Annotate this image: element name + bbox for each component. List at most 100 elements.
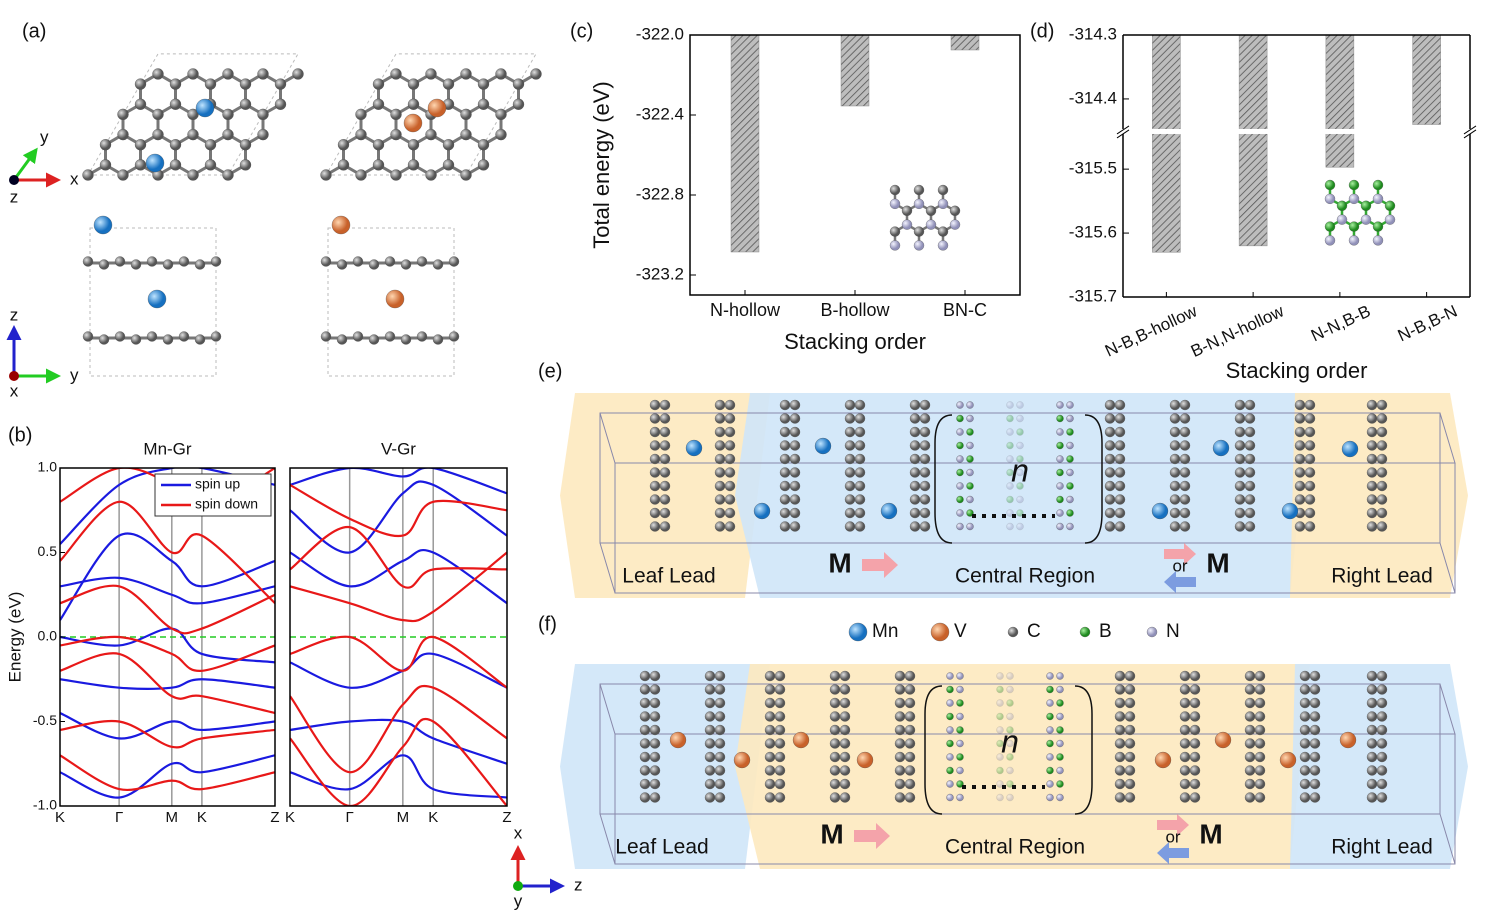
atom	[1124, 684, 1136, 695]
atom	[1244, 440, 1256, 451]
atom	[1309, 751, 1321, 763]
atom	[909, 480, 921, 492]
atom	[1006, 468, 1014, 477]
atom	[1294, 480, 1306, 492]
atom	[93, 215, 113, 235]
atom	[239, 139, 252, 151]
atom	[894, 697, 906, 709]
y-tick-label: -315.6	[1069, 223, 1117, 242]
atom	[1114, 413, 1126, 424]
atom	[904, 724, 916, 736]
atom	[1366, 670, 1378, 682]
y-axis-label: Energy (eV)	[5, 592, 24, 683]
atom	[1006, 428, 1014, 436]
lead-label: Right Lead	[1331, 836, 1433, 859]
atom	[714, 480, 726, 492]
atom	[99, 139, 112, 151]
band-line	[290, 551, 507, 623]
atom	[1169, 494, 1181, 505]
atom	[956, 495, 964, 504]
axis-label: x	[10, 381, 19, 400]
x-tick-label: M	[397, 809, 410, 826]
atom	[839, 751, 851, 763]
atom	[1179, 751, 1191, 763]
atom	[996, 753, 1004, 761]
atom	[1179, 792, 1191, 803]
atom	[1234, 521, 1246, 532]
region	[735, 393, 1310, 598]
atom	[1366, 399, 1378, 411]
axis-label: y	[514, 891, 523, 910]
atom	[1189, 765, 1201, 776]
atom	[1304, 399, 1316, 411]
atom	[904, 751, 916, 763]
y-tick-label: 0.0	[38, 628, 58, 644]
atom	[130, 259, 142, 270]
atom	[854, 413, 866, 424]
x-tick-label: N-N,B-B	[1308, 301, 1373, 345]
axis-arrow	[12, 147, 38, 181]
atom	[114, 331, 126, 342]
atom	[659, 453, 671, 465]
atom	[1056, 468, 1064, 477]
atom	[117, 108, 129, 121]
atom	[1006, 793, 1014, 802]
y-tick-label: 0.5	[38, 543, 58, 559]
atom	[1254, 711, 1266, 722]
atom	[1376, 711, 1388, 722]
atom	[854, 426, 866, 438]
atom	[337, 139, 350, 151]
atom	[996, 739, 1004, 748]
atom	[495, 108, 507, 121]
atom	[1114, 453, 1126, 465]
atom	[416, 256, 428, 267]
atom	[169, 159, 182, 171]
atom	[848, 622, 868, 642]
atom	[946, 699, 954, 707]
band-line	[290, 480, 507, 554]
atom	[1294, 440, 1306, 451]
atom	[1016, 509, 1024, 517]
atom	[1179, 507, 1191, 519]
atom	[909, 467, 921, 478]
arrow-left	[1164, 571, 1196, 593]
atom	[368, 259, 380, 270]
x-tick-label: K	[55, 809, 65, 826]
atom	[904, 697, 916, 709]
atom	[1189, 792, 1201, 803]
atom	[724, 453, 736, 465]
atom	[639, 697, 651, 709]
atom	[996, 726, 1004, 734]
atom	[372, 98, 385, 110]
atom	[1006, 414, 1014, 423]
atom	[839, 792, 851, 803]
atom	[764, 670, 776, 682]
bar	[1238, 34, 1268, 247]
atom	[1376, 684, 1388, 695]
atom	[1046, 766, 1054, 775]
atom	[649, 426, 661, 438]
atom	[966, 455, 974, 463]
n-label: n	[1001, 723, 1019, 759]
atom	[639, 724, 651, 736]
atom	[894, 778, 906, 790]
lead-label: Right Lead	[1331, 565, 1433, 588]
x-tick-label: Z	[502, 809, 511, 826]
atom	[704, 711, 716, 722]
atom	[919, 521, 931, 532]
band-line	[290, 684, 507, 774]
atom	[1066, 522, 1074, 531]
atom	[956, 766, 964, 775]
atom	[946, 793, 954, 802]
atom	[685, 439, 703, 457]
atom	[639, 778, 651, 790]
atom	[320, 256, 332, 267]
x-tick-label: Z	[270, 809, 279, 826]
atom	[204, 78, 217, 90]
atom	[1299, 670, 1311, 682]
atom	[1294, 413, 1306, 424]
arrow-right	[854, 823, 890, 849]
atom	[1124, 765, 1136, 776]
atom	[1169, 507, 1181, 519]
atom	[1254, 684, 1266, 695]
